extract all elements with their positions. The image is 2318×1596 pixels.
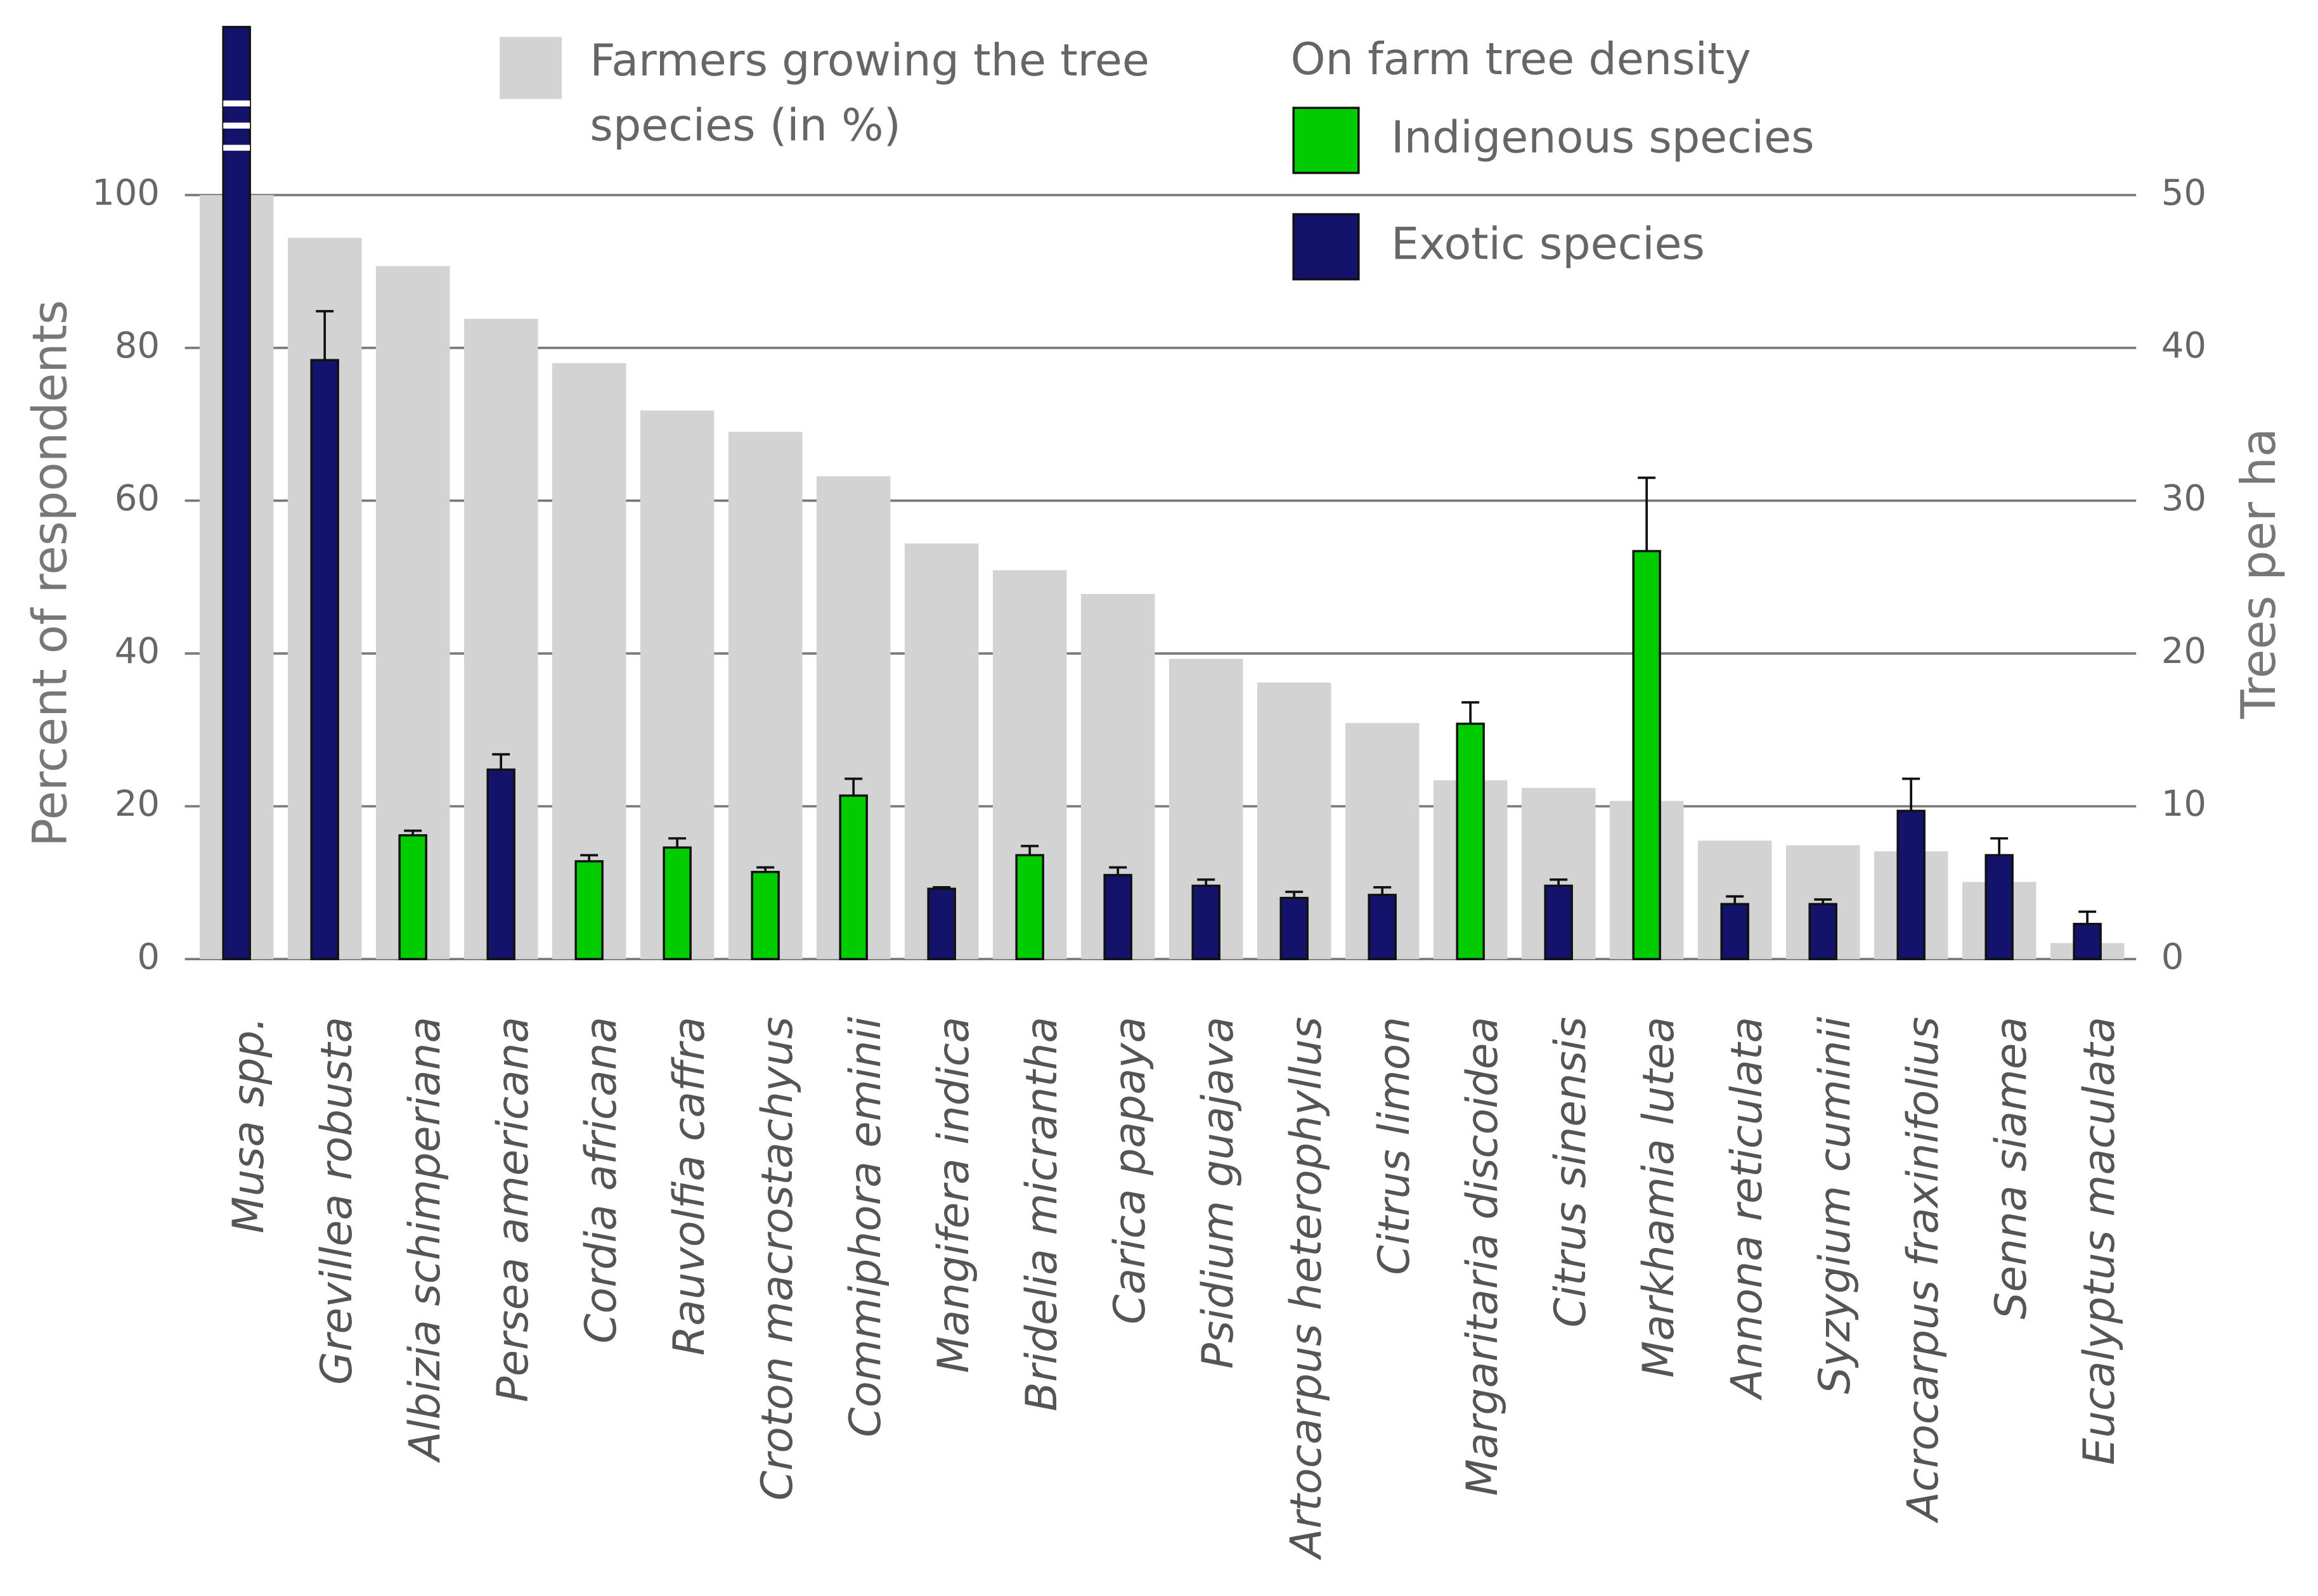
error-bar <box>1021 844 1039 856</box>
error-bar <box>845 777 863 796</box>
legend-swatch <box>1292 106 1360 174</box>
y-axis-label: Percent of respondents <box>23 300 78 847</box>
bar <box>1896 809 1926 960</box>
legend-swatch <box>1292 213 1360 281</box>
y2-tick-label: 40 <box>2161 325 2206 366</box>
y2-tick-label: 20 <box>2161 631 2206 672</box>
x-tick-label: Markhamia lutea <box>1633 1017 1683 1378</box>
x-tick-label: Citrus sinensis <box>1545 1017 1595 1327</box>
y2-tick-label: 50 <box>2161 172 2206 214</box>
x-tick-label: Albizia schimperiana <box>399 1017 450 1464</box>
error-bar <box>1461 701 1480 724</box>
y-tick-label: 80 <box>115 325 160 366</box>
x-tick-label: Cordia africana <box>576 1017 626 1344</box>
error-bar <box>492 753 510 770</box>
x-tick-label: Psidium guajava <box>1193 1017 1243 1369</box>
y-tick-label: 40 <box>115 631 160 672</box>
error-bar <box>1109 866 1127 875</box>
bar <box>1632 550 1661 960</box>
x-tick-label: Acrocarpus fraxinifolius <box>1898 1017 1948 1524</box>
y2-tick-label: 10 <box>2161 783 2206 825</box>
bar <box>310 359 339 960</box>
y-tick-label: 60 <box>115 478 160 519</box>
bar <box>1191 884 1221 960</box>
bar <box>663 846 692 960</box>
x-tick-label: Senna siamea <box>1986 1017 2036 1319</box>
x-tick-label: Eucalyptus maculata <box>2074 1017 2124 1465</box>
legend-label: Indigenous species <box>1391 112 1815 164</box>
bar <box>1720 903 1749 960</box>
bar <box>1808 903 1837 960</box>
y-tick-label: 0 <box>137 936 160 977</box>
legend-label: Exotic species <box>1391 218 1705 269</box>
error-bar <box>2078 910 2097 924</box>
error-bar <box>1550 878 1568 886</box>
error-bar <box>1902 777 1920 811</box>
x-tick-label: Grevillea robusta <box>311 1017 361 1385</box>
bar <box>1279 896 1309 960</box>
y-tick-label: 100 <box>92 172 160 214</box>
bar <box>839 794 868 960</box>
legend-swatch <box>500 37 562 100</box>
bar <box>1015 854 1044 960</box>
error-bar <box>404 829 422 835</box>
legend-label-box: Farmers growing the tree species (in %) <box>590 35 1149 153</box>
error-bar <box>1990 837 2009 856</box>
error-bar <box>933 885 951 889</box>
x-tick-label: Bridelia micrantha <box>1016 1017 1066 1412</box>
x-tick-label: Persea americana <box>488 1017 538 1402</box>
error-bar <box>1638 476 1656 551</box>
bar <box>751 870 780 960</box>
error-bar <box>316 310 334 361</box>
x-tick-label: Mangifera indica <box>928 1017 978 1373</box>
bar <box>222 25 251 960</box>
y2-tick-label: 0 <box>2161 936 2184 977</box>
error-bar <box>1373 885 1392 895</box>
bar <box>2073 922 2102 960</box>
x-tick-label: Rauvolfia caffra <box>664 1017 714 1356</box>
bar <box>1544 884 1573 960</box>
error-bar <box>1197 878 1215 886</box>
error-bar <box>1285 891 1304 898</box>
x-tick-label: Citrus limon <box>1369 1017 1419 1275</box>
bar <box>574 860 604 960</box>
y-tick-label: 20 <box>115 783 160 825</box>
x-tick-label: Commiphora eminii <box>840 1017 890 1438</box>
error-bar <box>1726 895 1744 904</box>
error-bar <box>1814 898 1832 904</box>
x-tick-label: Croton macrostachyus <box>752 1017 802 1500</box>
legend-label: Farmers growing the tree species (in %) <box>590 35 1149 153</box>
error-bar <box>756 866 775 872</box>
bar <box>398 834 427 960</box>
x-tick-label: Carica papaya <box>1104 1017 1155 1324</box>
bar <box>1103 873 1132 960</box>
bar <box>486 768 515 960</box>
x-tick-label: Artocarpus heterophyllus <box>1281 1017 1331 1561</box>
y2-axis-label: Trees per ha <box>2231 428 2286 719</box>
error-bar <box>668 837 687 848</box>
x-tick-label: Annona reticulata <box>1721 1017 1771 1401</box>
error-bar <box>580 854 599 861</box>
bar <box>1368 894 1397 960</box>
bar <box>1456 723 1485 960</box>
x-tick-label: Margaritaria discoidea <box>1457 1017 1507 1496</box>
y2-tick-label: 30 <box>2161 478 2206 519</box>
bar <box>1985 854 2014 960</box>
bar <box>927 887 956 960</box>
x-tick-label: Musa spp. <box>223 1017 273 1233</box>
legend-title: On farm tree density <box>1291 34 1751 85</box>
x-tick-label: Syzygium cuminii <box>1810 1017 1860 1394</box>
